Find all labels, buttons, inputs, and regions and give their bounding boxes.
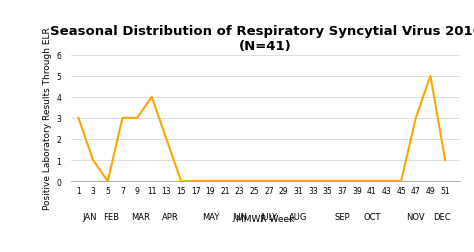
Text: MAR: MAR — [131, 212, 150, 221]
Text: AUG: AUG — [289, 212, 308, 221]
Text: APR: APR — [162, 212, 179, 221]
X-axis label: MMWR Week: MMWR Week — [236, 215, 295, 224]
Text: MAY: MAY — [202, 212, 219, 221]
Text: JULY: JULY — [261, 212, 278, 221]
Text: SEP: SEP — [335, 212, 350, 221]
Text: NOV: NOV — [407, 212, 425, 221]
Title: Seasonal Distribution of Respiratory Syncytial Virus 2016
(N=41): Seasonal Distribution of Respiratory Syn… — [49, 25, 474, 53]
Text: JAN: JAN — [82, 212, 97, 221]
Text: FEB: FEB — [103, 212, 119, 221]
Text: DEC: DEC — [433, 212, 450, 221]
Text: OCT: OCT — [363, 212, 381, 221]
Y-axis label: Positive Laboratory Results Through ELR: Positive Laboratory Results Through ELR — [43, 27, 52, 209]
Text: JUN: JUN — [232, 212, 247, 221]
